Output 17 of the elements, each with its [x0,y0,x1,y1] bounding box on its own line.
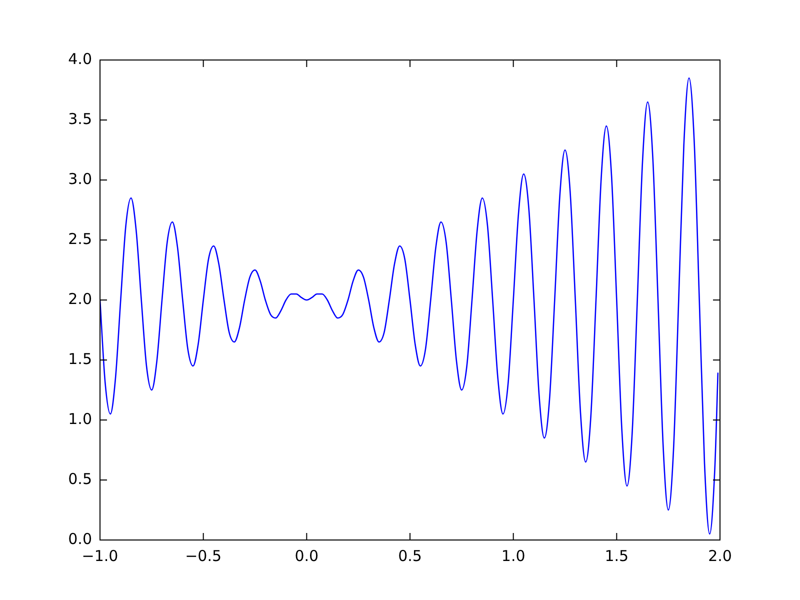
y-tick-label: 3.5 [68,110,92,128]
x-tick-label: 2.0 [708,546,732,565]
x-tick-label: −0.5 [185,546,222,565]
y-tick-label: 0.0 [68,530,92,548]
x-tick-label: 1.0 [501,546,526,565]
y-tick-label: 2.5 [68,230,92,248]
y-tick-label: 2.0 [68,290,92,308]
y-tick-label: 4.0 [68,50,92,68]
y-tick-label: 3.0 [68,170,92,188]
x-tick-label: 0.0 [294,546,319,565]
line-series [100,77,719,535]
y-tick-label: 1.5 [68,350,92,368]
y-tick-label: 1.0 [68,410,92,428]
x-tick-label: 1.5 [604,546,629,565]
x-tick-label: −1.0 [82,546,118,565]
x-tick-label: 0.5 [398,546,422,565]
y-tick-label: 0.5 [68,470,92,488]
